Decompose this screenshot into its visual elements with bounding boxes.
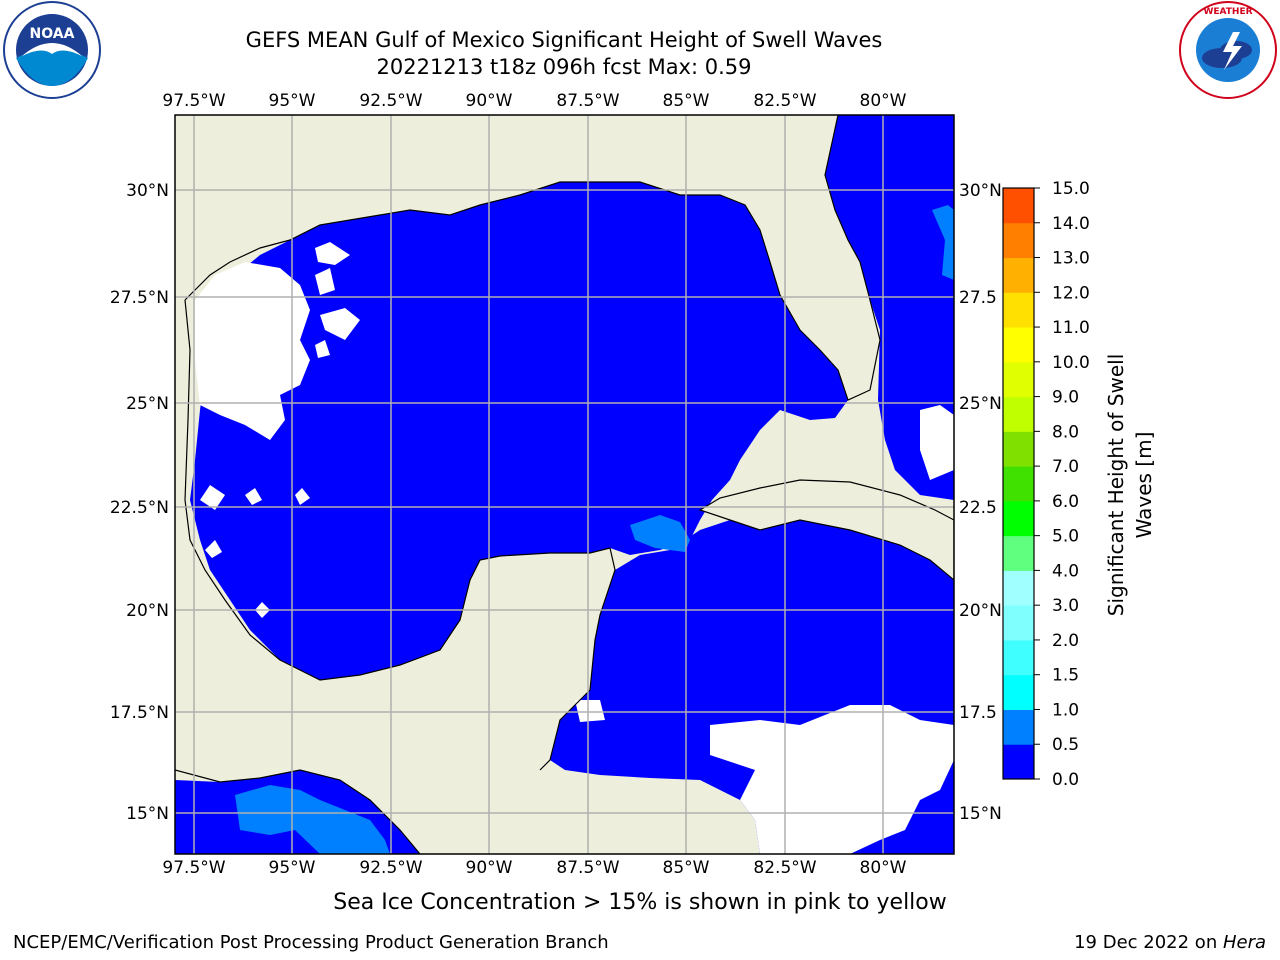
colorbar-tick-label: 7.0 [1052, 457, 1079, 477]
lon-label: 92.5°W [359, 858, 422, 878]
colorbar-tick-label: 2.0 [1052, 631, 1079, 651]
colorbar-tick-label: 0.5 [1052, 735, 1079, 755]
lat-label: 15°N [126, 804, 169, 824]
lat-label: 25°N [959, 394, 1002, 414]
colorbar-segment [1003, 257, 1034, 293]
lat-labels-left: 30°N 27.5°N 25°N 22.5°N 20°N 17.5°N 15°N [110, 181, 169, 824]
colorbar-ticks: 0.0 0.5 1.0 1.5 2.0 3.0 4.0 5.0 6.0 7.0 8.0 9.0 10.0… [1034, 179, 1090, 790]
colorbar-segment [1003, 639, 1034, 676]
colorbar-segment [1003, 327, 1034, 363]
lon-label: 97.5°W [162, 91, 225, 111]
lon-label: 95°W [269, 858, 316, 878]
lon-label: 87.5°W [556, 858, 619, 878]
colorbar-tick-label: 3.0 [1052, 596, 1079, 616]
lon-label: 82.5°W [753, 858, 816, 878]
map-area [175, 115, 954, 854]
colorbar-segments [1003, 188, 1034, 780]
gulf-of-mexico [190, 182, 848, 680]
colorbar-tick-label: 1.5 [1052, 666, 1079, 686]
footer-credit: NCEP/EMC/Verification Post Processing Pr… [13, 932, 609, 953]
lat-label: 20°N [126, 601, 169, 621]
lon-label: 85°W [663, 91, 710, 111]
colorbar-segment [1003, 222, 1034, 259]
lat-label: 15°N [959, 804, 1002, 824]
lat-label: 22.5°N [110, 498, 169, 518]
lon-labels-top: 97.5°W 95°W 92.5°W 90°W 87.5°W 85°W 82.5… [162, 91, 906, 111]
coastlines [175, 115, 881, 854]
lon-labels-bottom: 97.5°W 95°W 92.5°W 90°W 87.5°W 85°W 82.5… [162, 858, 906, 878]
lon-label: 87.5°W [556, 91, 619, 111]
colorbar: 0.0 0.5 1.0 1.5 2.0 3.0 4.0 5.0 6.0 7.0 8.0 9.0 10.0… [1002, 179, 1156, 790]
lon-label: 92.5°W [359, 91, 422, 111]
gridlines [175, 115, 954, 854]
cuba [698, 479, 954, 581]
colorbar-segment [1003, 466, 1034, 502]
colorbar-tick-label: 14.0 [1052, 214, 1090, 234]
lat-label: 22.5 [959, 498, 997, 518]
lat-label: 27.5 [959, 288, 997, 308]
colorbar-segment [1003, 292, 1034, 328]
colorbar-tick-label: 10.0 [1052, 353, 1090, 373]
nws-logo-icon: WEATHER [1179, 1, 1277, 99]
mid-swell-regions [235, 205, 954, 854]
footer-date: 19 Dec 2022 on Hera [1074, 932, 1266, 953]
lat-label: 17.5 [959, 703, 997, 723]
chart-subtitle: 20221213 t18z 096h fcst Max: 0.59 [376, 55, 752, 79]
lat-label: 17.5°N [110, 703, 169, 723]
svg-text:NOAA: NOAA [30, 26, 75, 42]
lon-label: 90°W [466, 91, 513, 111]
colorbar-tick-label: 4.0 [1052, 561, 1079, 581]
colorbar-label-line1: Significant Height of Swell [1104, 354, 1128, 616]
colorbar-segment [1003, 535, 1034, 571]
colorbar-segment [1003, 396, 1034, 432]
lon-label: 95°W [269, 91, 316, 111]
colorbar-tick-label: 5.0 [1052, 527, 1079, 547]
colorbar-segment [1003, 674, 1034, 710]
lat-label: 25°N [126, 394, 169, 414]
colorbar-segment [1003, 744, 1034, 780]
noaa-logo-icon: NOAA [3, 1, 101, 99]
chart-title: GEFS MEAN Gulf of Mexico Significant Hei… [245, 28, 883, 52]
colorbar-tick-label: 1.0 [1052, 700, 1079, 720]
colorbar-segment [1003, 605, 1034, 641]
colorbar-segment [1003, 709, 1034, 745]
colorbar-label-line2: Waves [m] [1132, 432, 1156, 539]
colorbar-segment [1003, 570, 1034, 606]
map-frame [174, 114, 955, 855]
colorbar-tick-label: 8.0 [1052, 422, 1079, 442]
no-data-regions [195, 242, 954, 854]
lon-label: 80°W [860, 91, 907, 111]
svg-text:WEATHER: WEATHER [1203, 7, 1252, 17]
colorbar-tick-label: 9.0 [1052, 388, 1079, 408]
colorbar-tick-label: 0.0 [1052, 770, 1079, 790]
footer-date-text: 19 Dec 2022 on [1074, 932, 1223, 953]
colorbar-tick-label: 6.0 [1052, 492, 1079, 512]
lon-label: 80°W [860, 858, 907, 878]
colorbar-tick-label: 11.0 [1052, 318, 1090, 338]
colorbar-tick-label: 12.0 [1052, 283, 1090, 303]
lon-label: 97.5°W [162, 858, 225, 878]
colorbar-segment [1003, 500, 1034, 537]
colorbar-segment [1003, 431, 1034, 467]
lon-label: 90°W [466, 858, 513, 878]
colorbar-segment [1003, 361, 1034, 398]
footer-host: Hera [1222, 932, 1266, 953]
colorbar-tick-label: 13.0 [1052, 249, 1090, 269]
lon-label: 85°W [663, 858, 710, 878]
lat-label: 20°N [959, 601, 1002, 621]
lon-label: 82.5°W [753, 91, 816, 111]
colorbar-tick-label: 15.0 [1052, 179, 1090, 199]
sea-ice-caption: Sea Ice Concentration > 15% is shown in … [333, 890, 947, 915]
lat-label: 30°N [959, 181, 1002, 201]
lat-label: 27.5°N [110, 288, 169, 308]
lat-labels-right: 30°N 27.5 25°N 22.5 20°N 17.5 15°N [959, 181, 1002, 824]
lat-label: 30°N [126, 181, 169, 201]
colorbar-segment [1003, 188, 1034, 224]
